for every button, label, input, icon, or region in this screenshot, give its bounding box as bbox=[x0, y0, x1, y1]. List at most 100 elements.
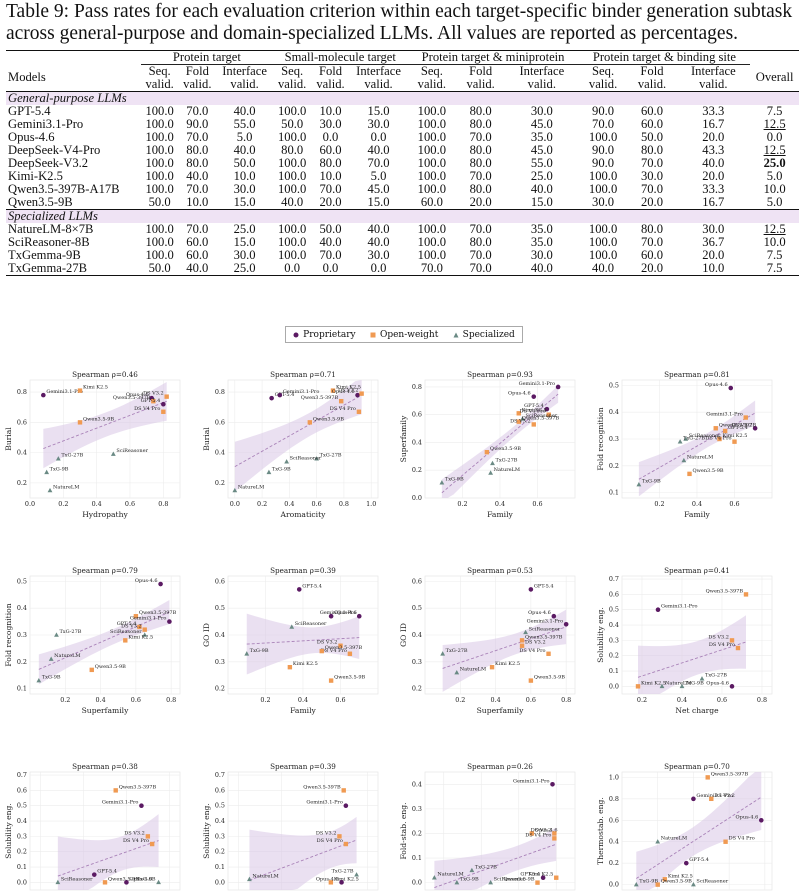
y-axis-label: GO ID bbox=[202, 623, 211, 647]
value-cell: 100.0 bbox=[145, 248, 174, 262]
overall-cell: 7.5 bbox=[750, 262, 799, 276]
x-tick-label: 0.2 bbox=[637, 696, 647, 704]
value-cell: 45.0 bbox=[530, 117, 553, 131]
point-label: DS V3.2 bbox=[338, 388, 359, 394]
circle-marker-icon bbox=[293, 332, 299, 337]
y-tick-label: 0.4 bbox=[412, 438, 422, 446]
scatter-plot: 0.2 0.4 0.6 0.8 0.1 0.2 0.3 0.4 0.5 Opus-4.6 Qwen3… bbox=[4, 566, 181, 715]
point-label: DS V3.2 bbox=[732, 422, 753, 428]
header-spacer bbox=[6, 50, 141, 65]
data-point bbox=[489, 664, 495, 670]
model-name: GPT-5.4 bbox=[8, 104, 51, 118]
overall-cell: 10.0 bbox=[750, 183, 799, 196]
point-label: Kimi K2.5 bbox=[641, 680, 666, 686]
table-row: Kimi-K2.5 100.0 40.0 10.0 100.0 10.0 5.0 100.0 7… bbox=[6, 170, 799, 183]
overall-value: 12.5 bbox=[763, 117, 786, 131]
column-header: Fold valid. bbox=[178, 64, 217, 92]
overall-cell: 7.5 bbox=[750, 249, 799, 262]
value-cell: 30.0 bbox=[640, 169, 663, 183]
value-cell: 70.0 bbox=[640, 156, 663, 170]
y-tick-label: 0.1 bbox=[17, 863, 27, 871]
scatter-plot: 0.2 0.4 0.6 0.1 0.2 0.3 0.4 0.5 Opus-4.6 Gemini3.… bbox=[596, 370, 773, 519]
value-cell: 30.0 bbox=[367, 248, 390, 262]
y-tick-label: 0.2 bbox=[215, 848, 225, 856]
point-label: DS V3.2 bbox=[121, 624, 142, 630]
value-cell: 10.0 bbox=[319, 169, 342, 183]
value-cell: 60.0 bbox=[640, 117, 663, 131]
value-cell: 30.0 bbox=[319, 117, 342, 131]
value-cell: 30.0 bbox=[702, 222, 725, 236]
point-label: Qwen3.5-9B bbox=[95, 664, 126, 670]
y-tick-label: 0.4 bbox=[17, 604, 27, 612]
chart-title: Spearman ρ=0.93 bbox=[467, 370, 533, 379]
value-cell: 100.0 bbox=[277, 104, 307, 118]
y-tick-label: 0.5 bbox=[17, 802, 27, 810]
value-cell: 70.0 bbox=[592, 117, 615, 131]
point-label: TxG-27B bbox=[332, 869, 354, 875]
trend-line bbox=[38, 611, 170, 670]
value-cell: 100.0 bbox=[417, 156, 447, 170]
column-header: Seq. valid. bbox=[140, 64, 179, 92]
value-cell: 40.0 bbox=[186, 169, 209, 183]
value-cell: 15.0 bbox=[233, 195, 256, 209]
data-point bbox=[314, 456, 320, 461]
overall-value: 7.5 bbox=[766, 104, 783, 118]
x-tick-label: 0.0 bbox=[230, 500, 240, 508]
value-cell: 100.0 bbox=[277, 182, 307, 196]
y-tick-label: 0.0 bbox=[412, 494, 422, 502]
value-cell: 25.0 bbox=[530, 169, 553, 183]
data-point bbox=[563, 621, 569, 627]
x-tick-label: 0.0 bbox=[25, 500, 35, 508]
point-label: NatureLM bbox=[494, 467, 520, 473]
chart-title: Spearman ρ=0.53 bbox=[467, 566, 533, 575]
value-cell: 40.0 bbox=[281, 195, 304, 209]
data-point bbox=[343, 841, 349, 847]
point-label: TxG-27B bbox=[59, 629, 81, 635]
point-label: NatureLM bbox=[252, 873, 278, 879]
y-tick-label: 0.6 bbox=[17, 786, 27, 794]
value-cell: 33.3 bbox=[702, 104, 725, 118]
point-label: Qwen3.5-9B bbox=[313, 416, 344, 422]
value-cell: 35.0 bbox=[530, 235, 553, 249]
point-label: DS V4 Pro bbox=[330, 406, 356, 412]
value-cell: 70.0 bbox=[456, 262, 506, 276]
point-label: Opus-4.6 bbox=[736, 814, 759, 820]
overall-cell: 12.5 bbox=[750, 144, 799, 157]
point-label: DS V4 Pro bbox=[705, 436, 731, 442]
section-title: Specialized LLMs bbox=[6, 209, 799, 223]
column-group-header: Small-molecule target bbox=[273, 50, 408, 65]
y-tick-label: 0.0 bbox=[412, 879, 422, 887]
data-point bbox=[156, 879, 161, 885]
point-label: TxG-9B bbox=[685, 680, 704, 686]
data-point bbox=[330, 388, 336, 393]
point-label: TxG-27B bbox=[683, 436, 705, 442]
value-cell: 40.0 bbox=[367, 143, 390, 157]
point-label: TxG-9B bbox=[250, 648, 269, 654]
point-label: Qwen3.5-9B bbox=[503, 877, 534, 883]
y-axis-label: GO ID bbox=[399, 623, 408, 647]
data-point bbox=[552, 836, 557, 841]
chart-title: Spearman ρ=0.79 bbox=[72, 566, 138, 575]
data-point bbox=[145, 834, 151, 839]
y-axis-label: Fold-stab. eng. bbox=[399, 802, 408, 859]
point-label: GPT-5.4 bbox=[97, 869, 117, 875]
value-cell: 0.0 bbox=[273, 262, 312, 276]
chart-title: Spearman ρ=0.39 bbox=[270, 762, 336, 771]
data-point bbox=[266, 469, 272, 475]
point-label: Gemini3.1-Pro bbox=[519, 381, 556, 387]
value-cell: 60.0 bbox=[186, 248, 209, 262]
confidence-band bbox=[638, 400, 756, 497]
scatter-plot: 0.2 0.4 0.6 0.8 0.2 0.3 0.4 0.5 0.6 GPT-5.4 Opus-4… bbox=[399, 566, 576, 715]
y-axis-label: Thermostab. eng. bbox=[596, 797, 605, 865]
value-cell: 100.0 bbox=[277, 235, 307, 249]
chart-title: Spearman ρ=0.81 bbox=[664, 370, 730, 379]
y-tick-label: 0.5 bbox=[215, 802, 225, 810]
overall-value: 7.5 bbox=[766, 261, 783, 275]
point-label: Kimi K2.5 bbox=[723, 433, 748, 439]
trend-line bbox=[249, 839, 357, 881]
data-point bbox=[356, 409, 362, 414]
overall-value: 10.0 bbox=[763, 235, 786, 249]
data-point bbox=[41, 392, 46, 398]
value-cell: 100.0 bbox=[588, 248, 618, 262]
header-spacer bbox=[750, 50, 799, 65]
